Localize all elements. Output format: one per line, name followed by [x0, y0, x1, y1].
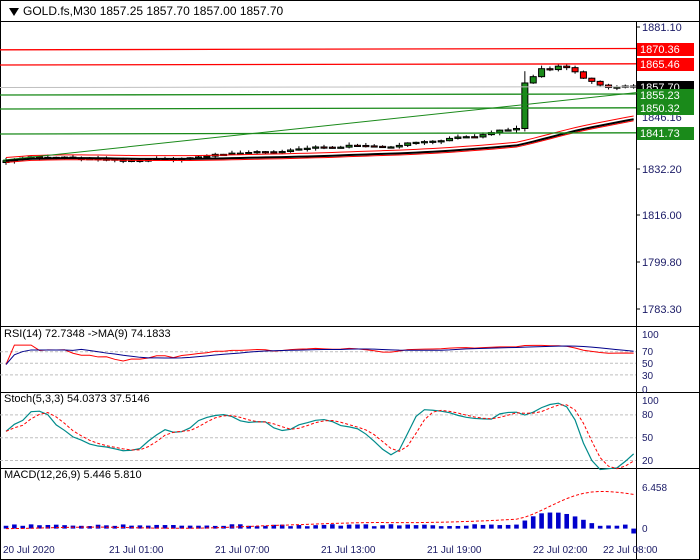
svg-text:21 Jul 13:00: 21 Jul 13:00 [321, 545, 376, 556]
svg-text:1832.20: 1832.20 [642, 164, 682, 176]
svg-text:20: 20 [642, 456, 654, 467]
svg-text:70: 70 [642, 347, 654, 358]
svg-text:1881.10: 1881.10 [642, 22, 682, 34]
svg-text:1850.32: 1850.32 [640, 103, 680, 115]
svg-text:100: 100 [642, 396, 659, 407]
svg-text:Stoch(5,3,3) 54.0373 37.5146: Stoch(5,3,3) 54.0373 37.5146 [4, 393, 150, 405]
svg-text:22 Jul 02:00: 22 Jul 02:00 [533, 545, 588, 556]
svg-text:MACD(12,26,9) 5.446 5.810: MACD(12,26,9) 5.446 5.810 [4, 469, 142, 481]
svg-text:50: 50 [642, 359, 654, 370]
svg-text:1783.30: 1783.30 [642, 304, 682, 316]
svg-text:1816.00: 1816.00 [642, 210, 682, 222]
svg-text:1799.80: 1799.80 [642, 257, 682, 269]
svg-text:1855.23: 1855.23 [640, 90, 680, 102]
svg-text:GOLD.fs,M30 1857.25 1857.70: GOLD.fs,M30 1857.25 1857.70 1857.00 1857… [23, 4, 284, 18]
svg-text:22 Jul 08:00: 22 Jul 08:00 [603, 545, 658, 556]
svg-text:6.458: 6.458 [642, 483, 667, 494]
svg-text:21 Jul 07:00: 21 Jul 07:00 [215, 545, 270, 556]
svg-text:1841.73: 1841.73 [640, 128, 680, 140]
svg-text:0: 0 [642, 385, 648, 396]
svg-text:30: 30 [642, 371, 654, 382]
svg-text:1870.36: 1870.36 [640, 44, 680, 56]
svg-text:80: 80 [642, 410, 654, 421]
svg-text:0: 0 [642, 524, 648, 535]
svg-text:1865.46: 1865.46 [640, 59, 680, 71]
svg-text:21 Jul 19:00: 21 Jul 19:00 [427, 545, 482, 556]
svg-text:100: 100 [642, 330, 659, 341]
svg-text:50: 50 [642, 433, 654, 444]
svg-text:RSI(14) 72.7348 ->MA(9) 74.1: RSI(14) 72.7348 ->MA(9) 74.1833 [4, 328, 171, 340]
svg-text:21 Jul 01:00: 21 Jul 01:00 [109, 545, 164, 556]
svg-text:20 Jul 2020: 20 Jul 2020 [3, 545, 55, 556]
